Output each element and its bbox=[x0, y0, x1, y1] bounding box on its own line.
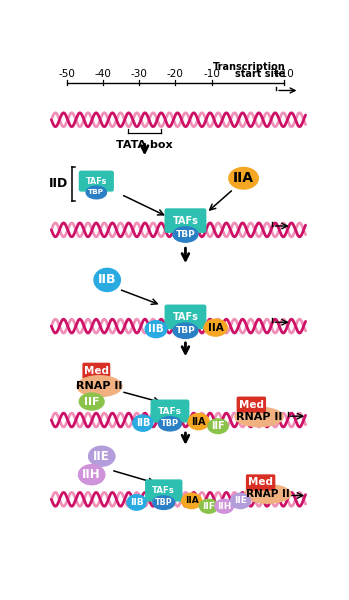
Ellipse shape bbox=[173, 323, 198, 338]
Text: IIB: IIB bbox=[98, 274, 117, 286]
Text: -10: -10 bbox=[203, 69, 220, 79]
Text: IIH: IIH bbox=[82, 468, 101, 481]
Ellipse shape bbox=[229, 167, 258, 189]
Ellipse shape bbox=[181, 493, 202, 509]
Text: IID: IID bbox=[49, 177, 68, 190]
FancyBboxPatch shape bbox=[82, 362, 110, 379]
Text: TAFs: TAFs bbox=[152, 486, 175, 495]
Ellipse shape bbox=[94, 268, 120, 292]
FancyBboxPatch shape bbox=[79, 170, 114, 191]
Ellipse shape bbox=[89, 446, 115, 466]
Ellipse shape bbox=[235, 407, 283, 427]
Text: +10: +10 bbox=[273, 69, 295, 79]
Text: IIE: IIE bbox=[94, 450, 110, 463]
Ellipse shape bbox=[158, 417, 181, 431]
Text: RNAP II: RNAP II bbox=[246, 489, 289, 499]
Ellipse shape bbox=[79, 393, 104, 410]
Text: Transcription: Transcription bbox=[213, 62, 285, 72]
Ellipse shape bbox=[79, 465, 105, 485]
Ellipse shape bbox=[145, 321, 167, 338]
Text: IIB: IIB bbox=[136, 418, 150, 428]
Text: Med: Med bbox=[84, 366, 109, 376]
Ellipse shape bbox=[208, 419, 228, 434]
Text: IIB: IIB bbox=[148, 324, 164, 334]
FancyBboxPatch shape bbox=[164, 305, 206, 329]
Text: TBP: TBP bbox=[176, 326, 195, 335]
Text: IIB: IIB bbox=[130, 498, 143, 507]
Text: TBP: TBP bbox=[176, 230, 195, 239]
Text: IIF: IIF bbox=[202, 502, 215, 511]
Ellipse shape bbox=[127, 495, 146, 510]
Text: IIF: IIF bbox=[211, 421, 225, 431]
FancyBboxPatch shape bbox=[150, 400, 190, 422]
Text: IIA: IIA bbox=[191, 416, 206, 427]
Text: TBP: TBP bbox=[88, 190, 104, 196]
FancyBboxPatch shape bbox=[246, 475, 275, 490]
Ellipse shape bbox=[244, 485, 291, 503]
Text: -30: -30 bbox=[131, 69, 148, 79]
Ellipse shape bbox=[153, 496, 174, 509]
Text: TAFs: TAFs bbox=[172, 215, 198, 226]
Text: Med: Med bbox=[248, 478, 273, 487]
Text: -20: -20 bbox=[167, 69, 184, 79]
Text: RNAP II: RNAP II bbox=[76, 381, 122, 391]
Text: -50: -50 bbox=[58, 69, 75, 79]
Text: IIA: IIA bbox=[233, 171, 254, 185]
Text: -40: -40 bbox=[95, 69, 111, 79]
Text: IIH: IIH bbox=[217, 502, 231, 511]
Ellipse shape bbox=[230, 493, 251, 509]
Ellipse shape bbox=[173, 227, 198, 242]
Ellipse shape bbox=[188, 413, 209, 430]
Ellipse shape bbox=[86, 186, 106, 199]
Text: TAFs: TAFs bbox=[172, 312, 198, 322]
Text: IIE: IIE bbox=[234, 496, 247, 505]
Text: TATA box: TATA box bbox=[116, 140, 173, 150]
Text: TAFs: TAFs bbox=[158, 407, 182, 416]
Text: Med: Med bbox=[239, 400, 264, 410]
Ellipse shape bbox=[77, 376, 122, 397]
Text: IIF: IIF bbox=[84, 397, 99, 407]
Text: start site: start site bbox=[235, 69, 285, 79]
FancyBboxPatch shape bbox=[145, 479, 183, 502]
Ellipse shape bbox=[199, 499, 218, 513]
Ellipse shape bbox=[133, 415, 153, 431]
FancyBboxPatch shape bbox=[237, 397, 266, 413]
Text: IIA: IIA bbox=[185, 496, 199, 505]
Text: TBP: TBP bbox=[161, 419, 179, 428]
Text: TBP: TBP bbox=[155, 498, 172, 507]
Text: RNAP II: RNAP II bbox=[236, 412, 282, 422]
Text: IIA: IIA bbox=[208, 323, 224, 332]
Text: TAFs: TAFs bbox=[86, 176, 107, 185]
Ellipse shape bbox=[215, 499, 233, 513]
FancyBboxPatch shape bbox=[164, 208, 206, 233]
Ellipse shape bbox=[204, 319, 227, 336]
